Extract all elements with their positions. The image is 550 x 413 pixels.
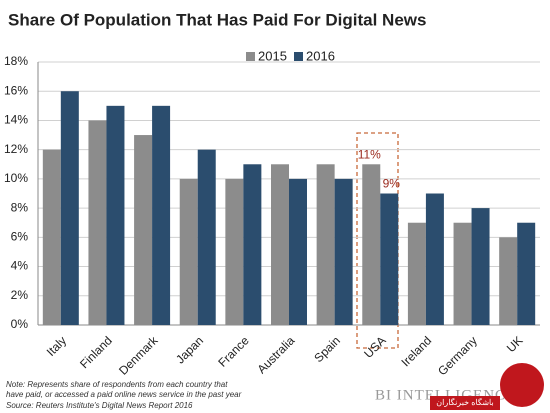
bar	[197, 149, 216, 325]
bar	[425, 193, 444, 325]
bar	[271, 164, 289, 325]
x-tick-label: Ireland	[398, 333, 434, 369]
y-tick-label: 2%	[11, 288, 29, 302]
x-tick-label: Finland	[77, 333, 115, 371]
logo	[500, 363, 544, 407]
legend-label: 2015	[258, 48, 287, 63]
y-tick-label: 8%	[11, 200, 29, 214]
bar	[289, 178, 307, 325]
source: Source: Reuters Institute's Digital News…	[6, 401, 193, 410]
bar	[225, 178, 244, 325]
bar	[88, 120, 107, 325]
y-tick-label: 14%	[4, 113, 28, 127]
y-tick-label: 0%	[11, 317, 29, 331]
bar	[152, 105, 171, 325]
note: Note: Represents share of respondents fr…	[6, 380, 228, 389]
bar	[243, 164, 262, 325]
bar	[42, 149, 61, 325]
note: have paid, or accessed a paid online new…	[6, 390, 242, 399]
bar	[380, 193, 399, 325]
bar	[499, 237, 518, 325]
y-tick-label: 4%	[11, 259, 29, 273]
y-tick-label: 18%	[4, 54, 28, 68]
y-tick-label: 10%	[4, 171, 28, 185]
y-tick-label: 12%	[4, 142, 28, 156]
x-tick-label: Denmark	[116, 333, 161, 378]
legend-swatch	[294, 52, 303, 61]
legend-label: 2016	[306, 48, 335, 63]
bar	[134, 135, 153, 325]
logo-text: باشگاه خبرنگاران	[436, 397, 493, 407]
bar	[453, 222, 472, 325]
bar	[60, 91, 79, 325]
x-tick-label: Japan	[173, 333, 206, 366]
x-tick-label: Australia	[254, 333, 297, 376]
x-tick-label: Spain	[311, 333, 343, 365]
data-label: 9%	[383, 177, 401, 191]
chart-title: Share Of Population That Has Paid For Di…	[8, 10, 426, 29]
x-tick-label: Germany	[435, 333, 480, 378]
bar	[517, 222, 536, 325]
bar	[362, 164, 381, 325]
y-tick-label: 16%	[4, 83, 28, 97]
bar	[179, 178, 198, 325]
bar	[334, 178, 353, 325]
bar	[471, 208, 490, 325]
x-tick-label: France	[215, 333, 252, 370]
x-tick-label: Italy	[44, 333, 69, 358]
x-tick-label: UK	[504, 333, 526, 355]
legend-swatch	[246, 52, 255, 61]
bar	[316, 164, 335, 325]
y-tick-label: 6%	[11, 230, 29, 244]
bar	[407, 222, 426, 325]
data-label: 11%	[358, 147, 381, 161]
logo-band	[430, 396, 500, 410]
bar	[106, 105, 125, 325]
x-tick-label: USA	[361, 333, 388, 360]
